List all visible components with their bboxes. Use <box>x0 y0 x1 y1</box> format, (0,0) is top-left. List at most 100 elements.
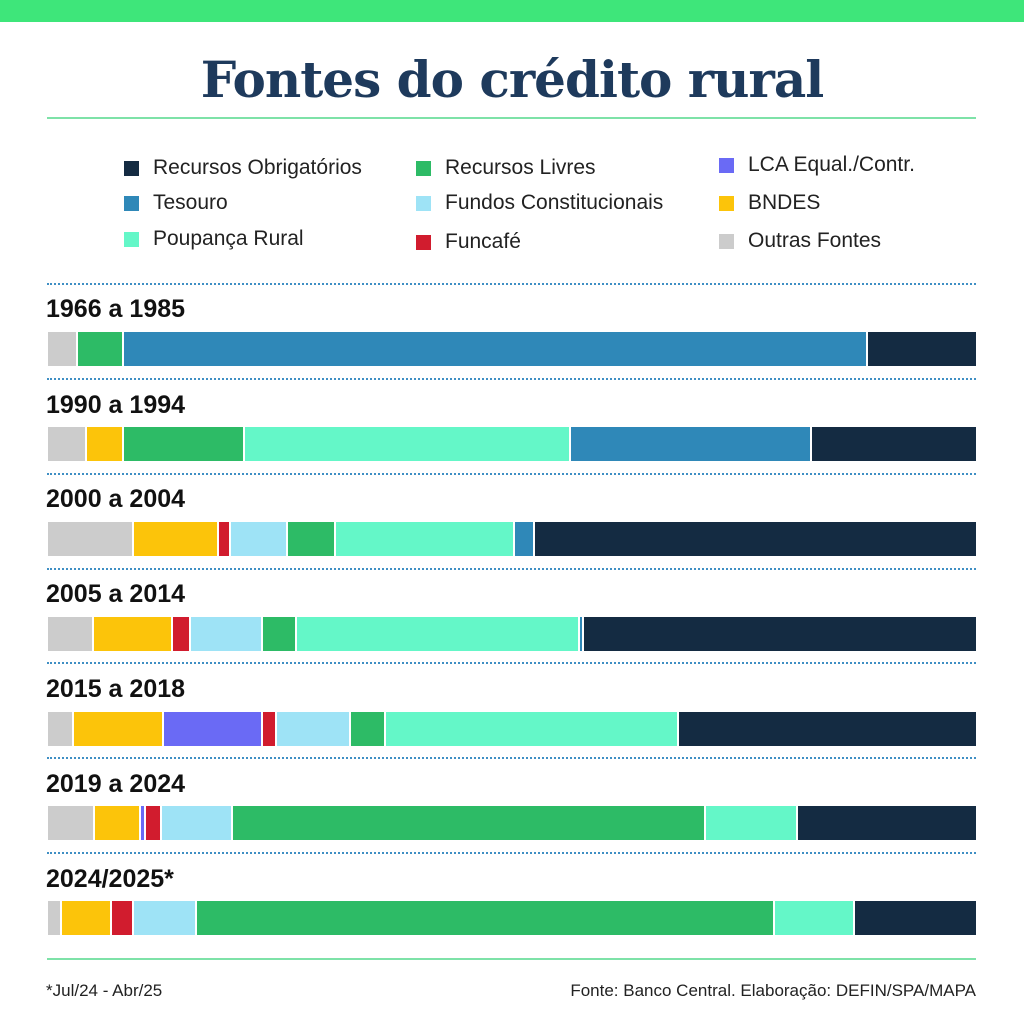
legend-swatch <box>124 160 139 176</box>
bar-segment-outras <box>48 806 93 840</box>
stacked-bar <box>48 901 976 935</box>
legend-label: Fundos Constitucionais <box>445 191 664 214</box>
bar-segment-poupanca <box>294 617 578 651</box>
bar-segment-tesouro <box>122 332 867 366</box>
legend-swatch <box>124 231 139 247</box>
legend-item-poupanca-rural: Poupança Rural <box>124 224 304 254</box>
period-label: 2000 a 2004 <box>46 485 186 513</box>
period-label: 2005 a 2014 <box>46 580 186 608</box>
row-separator <box>47 378 976 380</box>
bar-segment-livres <box>122 427 243 461</box>
bar-segment-poupanca <box>333 522 513 556</box>
bar-segment-lca <box>138 806 145 840</box>
bar-segment-poupanca <box>383 712 678 746</box>
bar-segment-outras <box>48 712 73 746</box>
bar-segment-obrig <box>677 712 976 746</box>
bar-segment-funcafe <box>260 712 276 746</box>
period-label: 1966 a 1985 <box>46 295 186 323</box>
legend-item-recursos-livres: Recursos Livres <box>416 153 596 183</box>
bar-segment-livres <box>286 522 334 556</box>
bar-segment-funcafe <box>171 617 190 651</box>
legend-item-tesouro: Tesouro <box>124 188 228 218</box>
stacked-bar <box>48 712 976 746</box>
bar-segment-funcafe <box>216 522 229 556</box>
legend: Recursos Obrigatórios Tesouro Poupança R… <box>0 150 1024 260</box>
legend-swatch <box>416 160 431 176</box>
period-label: 2019 a 2024 <box>46 770 186 798</box>
legend-label: Funcafé <box>445 230 521 253</box>
chart-title: Fontes do crédito rural <box>200 50 824 109</box>
legend-swatch <box>719 195 734 211</box>
row-separator <box>47 473 976 475</box>
legend-item-bndes: BNDES <box>719 188 820 218</box>
bar-segment-fundos <box>132 901 195 935</box>
row-separator <box>47 283 976 285</box>
bar-segment-tesouro <box>568 427 810 461</box>
bar-segment-outras <box>48 522 133 556</box>
bar-segment-tesouro <box>577 617 582 651</box>
row-separator <box>47 852 976 854</box>
bar-segment-fundos <box>160 806 231 840</box>
legend-swatch <box>719 157 734 173</box>
legend-label: BNDES <box>748 191 821 214</box>
bar-segment-bndes <box>132 522 217 556</box>
bar-segment-bndes <box>72 712 163 746</box>
bar-segment-obrig <box>795 806 976 840</box>
bar-segment-poupanca <box>704 806 796 840</box>
legend-swatch <box>719 233 734 249</box>
legend-label: Recursos Obrigatórios <box>153 156 362 179</box>
stacked-bar <box>48 332 976 366</box>
row-separator <box>47 662 976 664</box>
legend-item-fundos-constitucionais: Fundos Constitucionais <box>416 188 663 218</box>
title-divider <box>47 117 976 119</box>
top-accent-band <box>0 0 1024 22</box>
bar-segment-fundos <box>189 617 262 651</box>
bar-segment-obrig <box>866 332 976 366</box>
bar-segment-poupanca <box>772 901 853 935</box>
bar-segment-funcafe <box>144 806 161 840</box>
legend-item-recursos-obrigatorios: Recursos Obrigatórios <box>124 153 362 183</box>
legend-item-funcafe: Funcafé <box>416 227 521 257</box>
bar-segment-bndes <box>91 617 172 651</box>
footnote: *Jul/24 - Abr/25 <box>46 981 163 1000</box>
bar-segment-bndes <box>85 427 123 461</box>
bar-segment-fundos <box>228 522 287 556</box>
legend-label: Outras Fontes <box>748 229 882 252</box>
legend-swatch <box>416 195 431 211</box>
bar-segment-livres <box>75 332 123 366</box>
legend-item-outras-fontes: Outras Fontes <box>719 226 881 256</box>
bar-segment-lca <box>162 712 261 746</box>
bar-segment-livres <box>230 806 705 840</box>
bar-segment-bndes <box>60 901 111 935</box>
stacked-bar <box>48 806 976 840</box>
bar-segment-outras <box>48 617 92 651</box>
bar-segment-obrig <box>581 617 976 651</box>
bar-segment-fundos <box>275 712 349 746</box>
bar-segment-obrig <box>533 522 976 556</box>
bar-segment-obrig <box>852 901 976 935</box>
bar-segment-outras <box>48 427 86 461</box>
period-label: 2024/2025* <box>46 865 174 893</box>
legend-label: Poupança Rural <box>153 227 304 250</box>
row-separator <box>47 757 976 759</box>
bar-segment-livres <box>261 617 295 651</box>
bar-segment-tesouro <box>512 522 534 556</box>
legend-swatch <box>416 234 431 250</box>
bar-segment-obrig <box>809 427 976 461</box>
bar-segment-outras <box>48 901 61 935</box>
bar-segment-poupanca <box>242 427 569 461</box>
period-label: 2015 a 2018 <box>46 675 186 703</box>
bar-segment-livres <box>348 712 384 746</box>
legend-label: Recursos Livres <box>445 156 596 179</box>
bar-segment-livres <box>194 901 773 935</box>
legend-item-lca: LCA Equal./Contr. <box>719 150 915 180</box>
period-label: 1990 a 1994 <box>46 391 186 419</box>
row-separator <box>47 568 976 570</box>
legend-label: LCA Equal./Contr. <box>748 153 915 176</box>
bar-segment-funcafe <box>110 901 133 935</box>
footer-divider <box>47 958 976 960</box>
bar-segment-bndes <box>92 806 139 840</box>
stacked-bar <box>48 427 976 461</box>
bar-segment-outras <box>48 332 76 366</box>
stacked-bar <box>48 522 976 556</box>
